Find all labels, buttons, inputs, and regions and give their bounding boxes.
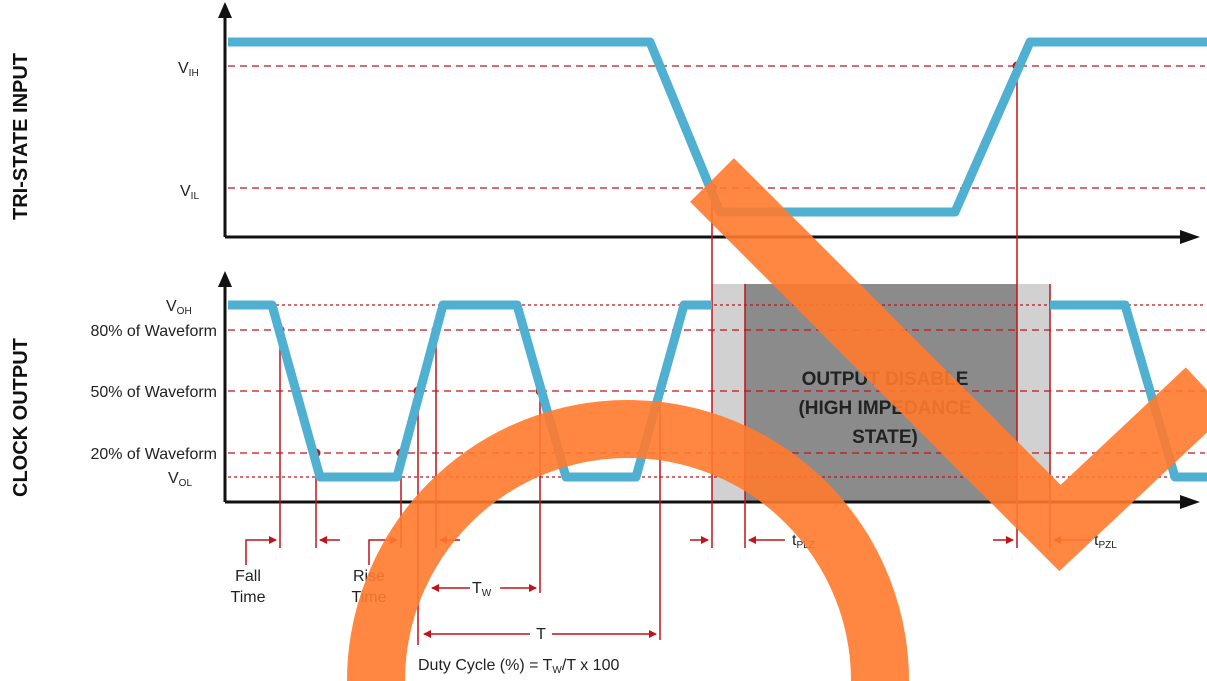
top-y-axis-arrow: [218, 2, 232, 18]
p20-label: 20% of Waveform: [90, 446, 217, 463]
clock-output-side-label: CLOCK OUTPUT: [10, 338, 32, 497]
p80-label: 80% of Waveform: [90, 323, 217, 340]
tri-state-input-waveform: [228, 37, 1207, 217]
orange-checkmark-overlay: [690, 158, 1207, 572]
vol-label: VOL: [168, 470, 192, 489]
vil-label: VIL: [180, 183, 199, 202]
voh-label: VOH: [166, 298, 192, 317]
timing-arrows: [245, 536, 1090, 638]
tw-label: TW: [472, 580, 492, 599]
clock-output-waveform-left: [228, 300, 712, 482]
bottom-y-axis-arrow: [218, 271, 232, 287]
duty-cycle-formula: Duty Cycle (%) = TW/T x 100: [418, 657, 619, 676]
orange-circle-overlay: [347, 400, 909, 681]
orange-overlay: [347, 158, 1207, 681]
output-disable-line3: STATE): [852, 427, 918, 448]
tpzl-label: tPZL: [1094, 532, 1117, 551]
p50-label: 50% of Waveform: [90, 384, 217, 401]
top-x-axis-arrow: [1180, 230, 1200, 244]
period-label: T: [536, 626, 546, 643]
fall-time-label-line2: Time: [231, 589, 266, 606]
clock-output-waveform-right: [1050, 300, 1207, 482]
fall-time-label-line1: Fall: [235, 568, 261, 585]
bottom-x-axis-arrow: [1180, 495, 1200, 509]
vih-label: VIH: [178, 60, 199, 79]
tri-state-input-side-label: TRI-STATE INPUT: [10, 53, 32, 220]
